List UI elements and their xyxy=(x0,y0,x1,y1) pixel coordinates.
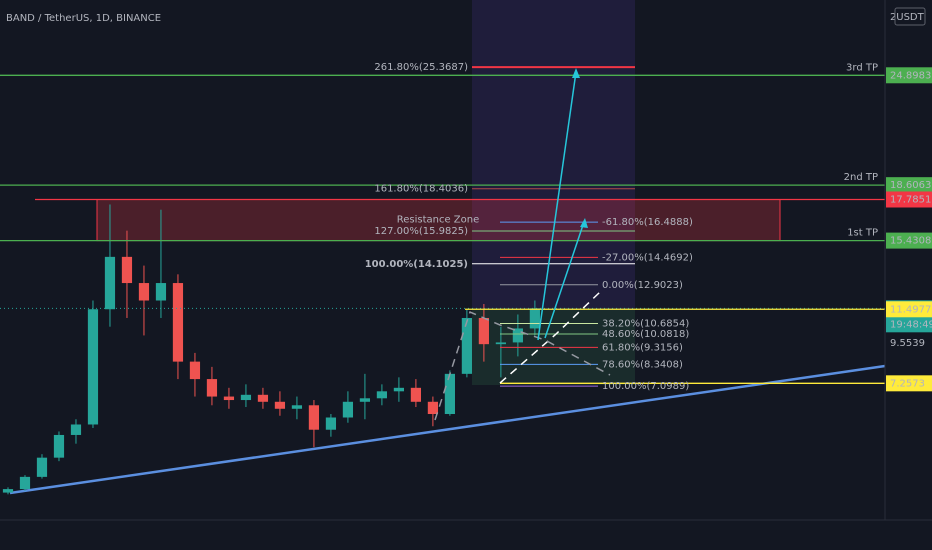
candle-body xyxy=(2,489,14,493)
candle-body xyxy=(104,256,116,310)
fib-label: 0.00%(12.9023) xyxy=(602,280,683,291)
candle-body xyxy=(172,283,184,362)
candle-body xyxy=(325,417,337,430)
price-label-box xyxy=(886,375,932,392)
target-area xyxy=(472,0,635,310)
arrow-head xyxy=(572,68,580,78)
candle-body xyxy=(19,476,31,490)
candle-body xyxy=(223,396,235,401)
price-label: 15.4308 xyxy=(890,236,931,247)
price-label: 7.2573 xyxy=(890,378,925,389)
fib-label: 48.60%(10.0818) xyxy=(602,329,689,340)
zone-label: Resistance Zone xyxy=(397,214,480,225)
candle-body xyxy=(155,283,167,301)
fib-label: 61.80%(9.3156) xyxy=(602,342,683,353)
candle-body xyxy=(138,283,150,301)
level-tag: 2nd TP xyxy=(844,172,878,183)
candle-body xyxy=(291,405,303,409)
fib-label: 38.20%(10.6854) xyxy=(602,318,689,329)
fib-label: 161.80%(18.4036) xyxy=(374,184,468,195)
fib-label: 100.00%(7.0989) xyxy=(602,381,689,392)
fib-label: 100.00%(14.1025) xyxy=(365,259,468,270)
price-label-box xyxy=(886,191,932,208)
trend-line xyxy=(9,364,886,495)
candle-body xyxy=(495,342,506,345)
candle-body xyxy=(121,256,133,284)
dashed-path xyxy=(499,291,601,384)
candle-body xyxy=(410,387,421,402)
countdown: 19:48:49 xyxy=(890,319,932,330)
currency[interactable]: USDT xyxy=(896,12,924,23)
candle-body xyxy=(342,401,354,418)
candle-body xyxy=(240,394,252,401)
candle-body xyxy=(359,398,371,402)
level-tag: 1st TP xyxy=(847,228,878,239)
fib-label: -61.80%(16.4888) xyxy=(602,217,693,228)
candle-body xyxy=(308,405,320,430)
level-tag: 3rd TP xyxy=(846,62,878,73)
candle-body xyxy=(512,328,523,343)
price-label: 24.8983 xyxy=(890,70,931,81)
chart-number: 2 xyxy=(890,12,896,23)
fib-label: -27.00%(14.4692) xyxy=(602,252,693,263)
fib-label: 78.60%(8.3408) xyxy=(602,359,683,370)
candle-body xyxy=(257,394,269,402)
currency-box[interactable] xyxy=(894,7,926,26)
candle-body xyxy=(376,391,388,399)
price-label-box xyxy=(886,177,932,194)
candle-body xyxy=(461,317,472,374)
arrow xyxy=(537,71,577,341)
chart-title: BAND / TetherUS, 1D, BINANCE xyxy=(6,13,161,24)
candle-body xyxy=(189,361,201,380)
projection xyxy=(434,68,611,421)
candle-body xyxy=(206,379,218,397)
candle-body xyxy=(53,434,65,458)
candle-body xyxy=(70,424,82,435)
candle-body xyxy=(478,317,489,345)
candle-body xyxy=(529,308,540,329)
price-label-box xyxy=(886,67,932,84)
candle-body xyxy=(274,401,286,409)
candle-body xyxy=(393,387,405,392)
price-label: 11.4977 xyxy=(890,304,931,315)
candle-body xyxy=(427,401,438,415)
candle-body xyxy=(87,309,99,425)
price-label: 9.5539 xyxy=(890,338,925,349)
price-axis xyxy=(885,0,932,520)
countdown-box xyxy=(886,316,932,333)
dashed-path xyxy=(434,310,611,421)
price-label-box xyxy=(886,301,932,318)
price-label: 17.7851 xyxy=(890,194,931,205)
price-label-box xyxy=(886,232,932,249)
price-label: 18.6063 xyxy=(890,180,931,191)
arrow xyxy=(544,221,585,339)
arrow-head xyxy=(580,218,588,228)
candle-body xyxy=(36,457,48,477)
fib-label: 127.00%(15.9825) xyxy=(374,226,468,237)
candle-body xyxy=(444,373,455,415)
fib-label: 261.80%(25.3687) xyxy=(374,62,468,73)
